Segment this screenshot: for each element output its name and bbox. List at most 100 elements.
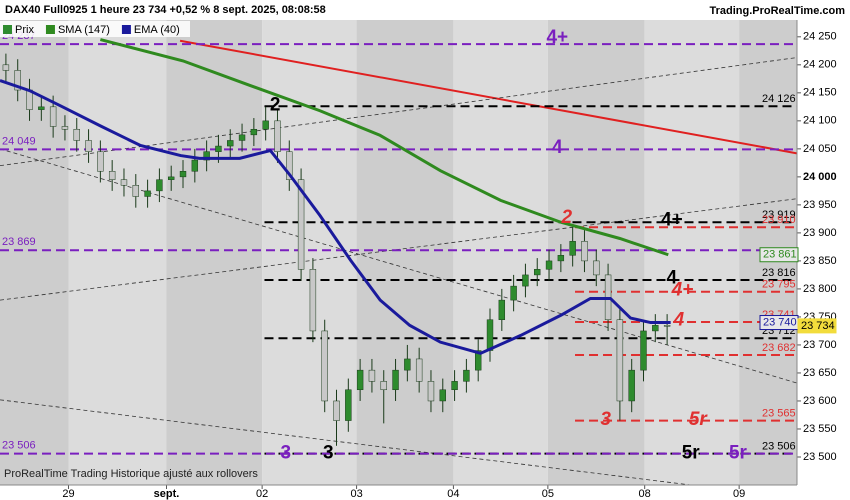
level-left-label: 23 506 <box>2 440 36 452</box>
x-tick-label: 05 <box>542 488 554 500</box>
candle-body <box>333 400 340 421</box>
candle-body <box>451 381 458 391</box>
candle-body <box>227 140 234 147</box>
footer: ProRealTime Trading Historique ajusté au… <box>4 468 258 480</box>
wave-annotation: 5r <box>689 409 709 430</box>
day-band <box>166 20 263 485</box>
candle-body <box>392 369 399 391</box>
level-left-label: 24 049 <box>2 135 36 147</box>
level-label: 23 816 <box>762 267 796 279</box>
wave-annotation: 5r <box>682 443 701 464</box>
wave-annotation: 4 <box>667 267 678 288</box>
candle-body <box>510 285 517 301</box>
legend-swatch <box>121 25 131 34</box>
y-tick-label: 23 600 <box>803 395 837 407</box>
y-tick-label: 24 150 <box>803 87 837 99</box>
trend-line <box>179 39 797 155</box>
level-label: 23 919 <box>762 209 796 221</box>
candle-body <box>309 269 317 332</box>
level-label: 23 795 <box>762 279 796 291</box>
plot-area <box>0 20 797 485</box>
header-bar <box>0 0 850 19</box>
legend-label: Prix <box>15 24 34 36</box>
candle-body <box>486 319 494 351</box>
candle-body <box>593 260 600 276</box>
candle-body <box>61 126 69 130</box>
x-tick-label: sept. <box>154 488 180 500</box>
candle-body <box>191 159 199 172</box>
indicator-line <box>0 79 671 355</box>
legend-swatch <box>45 25 55 34</box>
candle-body <box>652 325 659 332</box>
candle-body <box>545 260 553 270</box>
day-band <box>262 20 357 485</box>
value-box-label: 23 740 <box>763 316 797 328</box>
level-label: 23 506 <box>762 441 796 453</box>
candle-body <box>274 120 281 152</box>
candle-body <box>73 128 80 141</box>
channel-line <box>0 57 797 167</box>
y-tick-label: 24 200 <box>803 59 837 71</box>
y-tick-label: 24 000 <box>803 171 837 183</box>
candle-body <box>49 106 57 127</box>
y-tick-label: 23 700 <box>803 339 837 351</box>
channel-line <box>0 148 797 384</box>
candle-body <box>368 369 376 382</box>
candle-body <box>663 325 671 327</box>
candle-body <box>286 151 293 180</box>
value-box-label: 23 861 <box>763 249 797 261</box>
candle-body <box>250 128 258 136</box>
day-band <box>453 20 548 485</box>
source: Trading.ProRealTime.com <box>709 5 845 17</box>
wave-annotation: 3 <box>323 443 334 464</box>
value-box-label: 23 734 <box>801 320 835 332</box>
value-box <box>797 318 837 334</box>
candle-body <box>498 299 506 320</box>
candle-body <box>108 171 116 180</box>
candle-body <box>616 319 624 402</box>
y-tick-label: 24 050 <box>803 143 837 155</box>
day-band <box>68 20 167 485</box>
candle-body <box>38 106 45 110</box>
candle-body <box>628 369 635 402</box>
y-tick-label: 24 100 <box>803 115 837 127</box>
candle-body <box>203 151 210 161</box>
chart-title: DAX40 Full0925 1 heure 23 734 +0,52 % 8 … <box>5 4 326 16</box>
y-tick-label: 23 800 <box>803 283 837 295</box>
value-box <box>759 247 799 263</box>
wave-annotation: 4+ <box>661 210 683 231</box>
wave-annotation: 4+ <box>546 27 568 48</box>
candle-body <box>569 241 576 256</box>
legend-label: SMA (147) <box>58 24 110 36</box>
day-band <box>0 20 69 485</box>
candle-body <box>97 151 104 172</box>
y-tick-label: 23 500 <box>803 451 837 463</box>
wave-annotation: 5r <box>729 443 748 464</box>
x-tick-label: 02 <box>256 488 268 500</box>
candle-body <box>168 176 175 180</box>
level-label: 23 565 <box>762 407 796 419</box>
legend-swatch <box>3 25 12 34</box>
candle-body <box>321 330 328 402</box>
y-tick-label: 23 550 <box>803 423 837 435</box>
level-label: 24 126 <box>762 93 796 105</box>
candle-body <box>557 255 565 262</box>
candle-body <box>439 389 446 402</box>
candle-body <box>2 64 10 71</box>
wave-annotation: 4 <box>673 309 685 330</box>
candle-body <box>262 120 269 130</box>
candle-body <box>380 381 387 391</box>
candle-body <box>522 274 529 287</box>
x-tick-label: 04 <box>447 488 459 500</box>
y-tick-label: 23 650 <box>803 367 837 379</box>
candle-body <box>14 70 21 91</box>
candle-body <box>640 330 647 371</box>
wave-annotation: 4 <box>552 137 563 158</box>
x-tick-label: 08 <box>639 488 651 500</box>
candle-body <box>534 269 541 276</box>
wave-annotation: 3 <box>280 443 291 464</box>
legend-label: EMA (40) <box>134 24 180 36</box>
day-band <box>356 20 454 485</box>
candle-body <box>120 179 128 186</box>
y-tick-label: 23 950 <box>803 199 837 211</box>
